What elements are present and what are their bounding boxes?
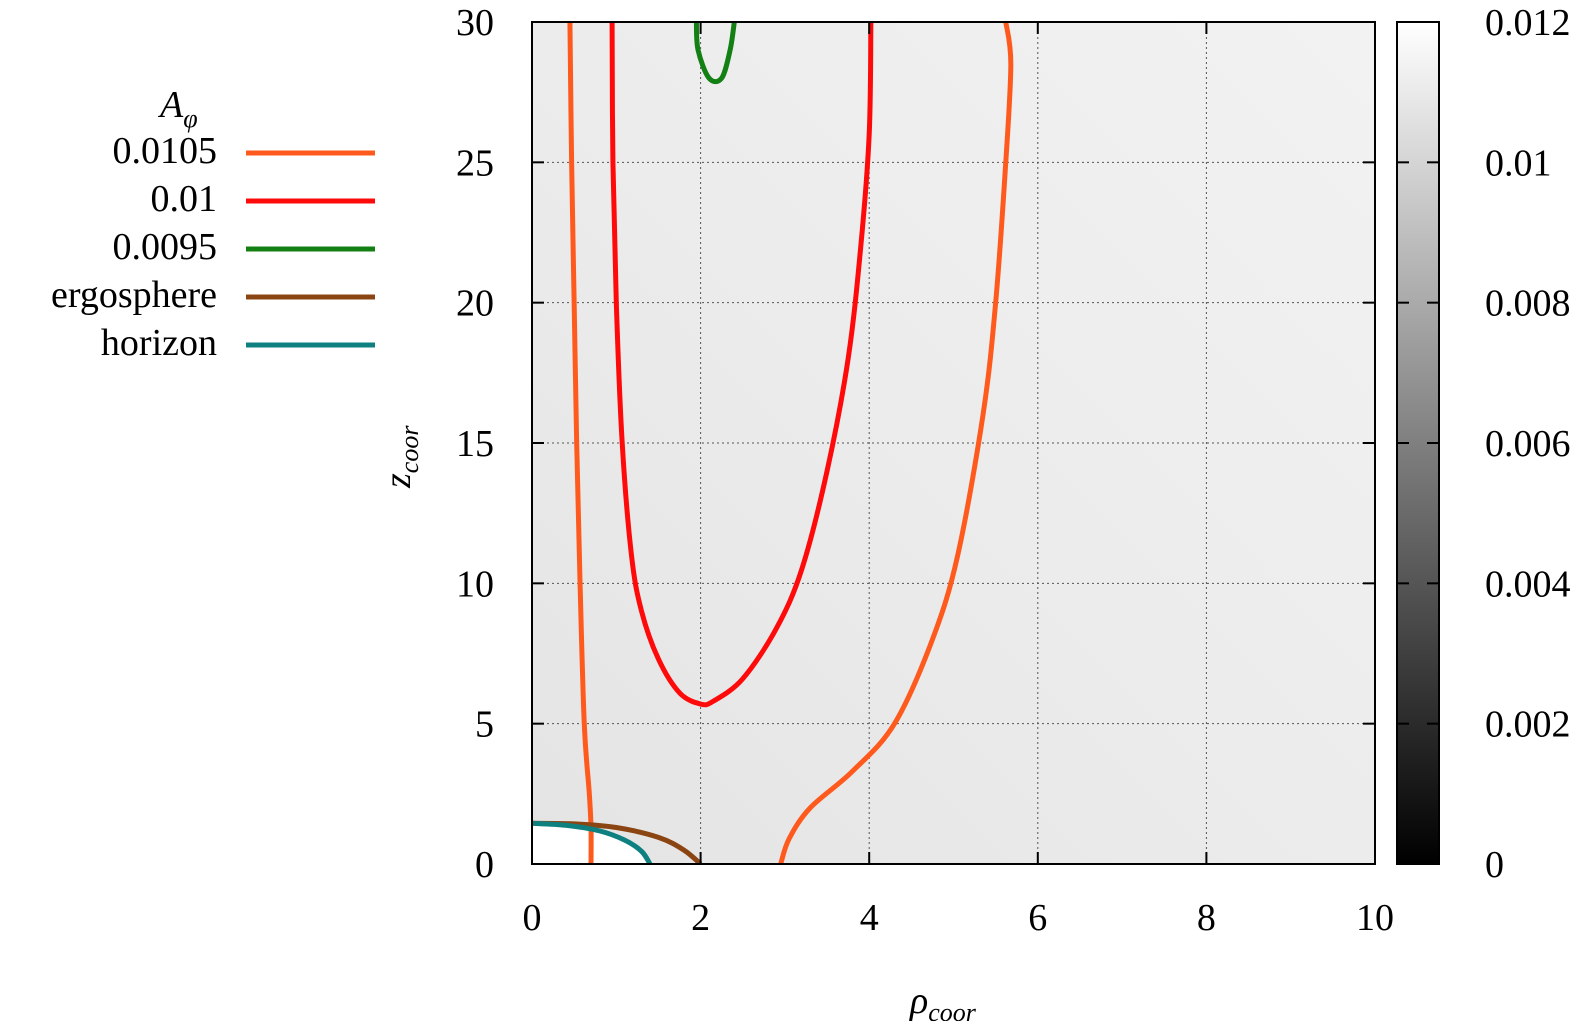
y-tick-label: 15 [456,423,494,465]
y-axis-subscript: coor [395,425,424,474]
x-tick-label: 0 [523,897,542,939]
y-axis-symbol: z [377,473,419,489]
legend-label: ergosphere [51,274,217,316]
legend-label: 0.0105 [113,130,218,172]
x-tick-label: 2 [691,897,710,939]
legend-title-symbol: A [157,84,184,126]
contour-horizon-segment-0 [532,820,653,864]
x-tick-label: 4 [860,897,879,939]
legend-label: 0.0095 [113,226,218,268]
x-tick-label: 10 [1356,897,1394,939]
y-axis-title: zcoor [377,425,424,489]
y-tick-label: 30 [456,2,494,44]
y-tick-label: 5 [475,704,494,746]
colorbar-tick-label: 0 [1485,844,1504,886]
y-tick-label: 0 [475,844,494,886]
contour-0-0105-segment-1 [778,22,1014,864]
legend-title: Aφ [157,84,198,133]
legend-title-subscript: φ [183,104,197,133]
y-tick-label: 20 [456,283,494,325]
colorbar-tick-label: 0.006 [1485,423,1571,465]
colorbar-tick-label: 0.012 [1485,2,1571,44]
y-tick-label: 25 [456,142,494,184]
colorbar-tick-label: 0.002 [1485,704,1571,746]
contour-0-0105-segment-0 [567,22,594,864]
x-tick-label: 6 [1028,897,1047,939]
x-axis-title: ρcoor [909,980,977,1021]
colorbar-tick-label: 0.008 [1485,283,1571,325]
contour-lines [532,22,1014,864]
x-axis-subscript: coor [928,998,977,1021]
x-axis-symbol: ρ [909,980,928,1021]
axis-ticks: 0 2 4 6 8 10 0 5 10 15 20 25 30 [456,2,1394,939]
legend-label: horizon [101,322,217,364]
legend-label: 0.01 [151,178,218,220]
colorbar-ticks: 0 0.002 0.004 0.006 0.008 0.01 0.012 [1397,2,1571,886]
legend-entries: 0.0105 0.01 0.0095 ergosphere horizon [51,130,375,364]
contour-0-01-segment-0 [609,22,874,708]
y-tick-label: 10 [456,563,494,605]
contour-0-0095-segment-0 [693,22,737,85]
colorbar-tick-label: 0.01 [1485,142,1552,184]
colorbar-tick-label: 0.004 [1485,563,1571,605]
x-tick-label: 8 [1197,897,1216,939]
legend: Aφ 0.0105 0.01 0.0095 ergosphere horizon [51,84,375,364]
